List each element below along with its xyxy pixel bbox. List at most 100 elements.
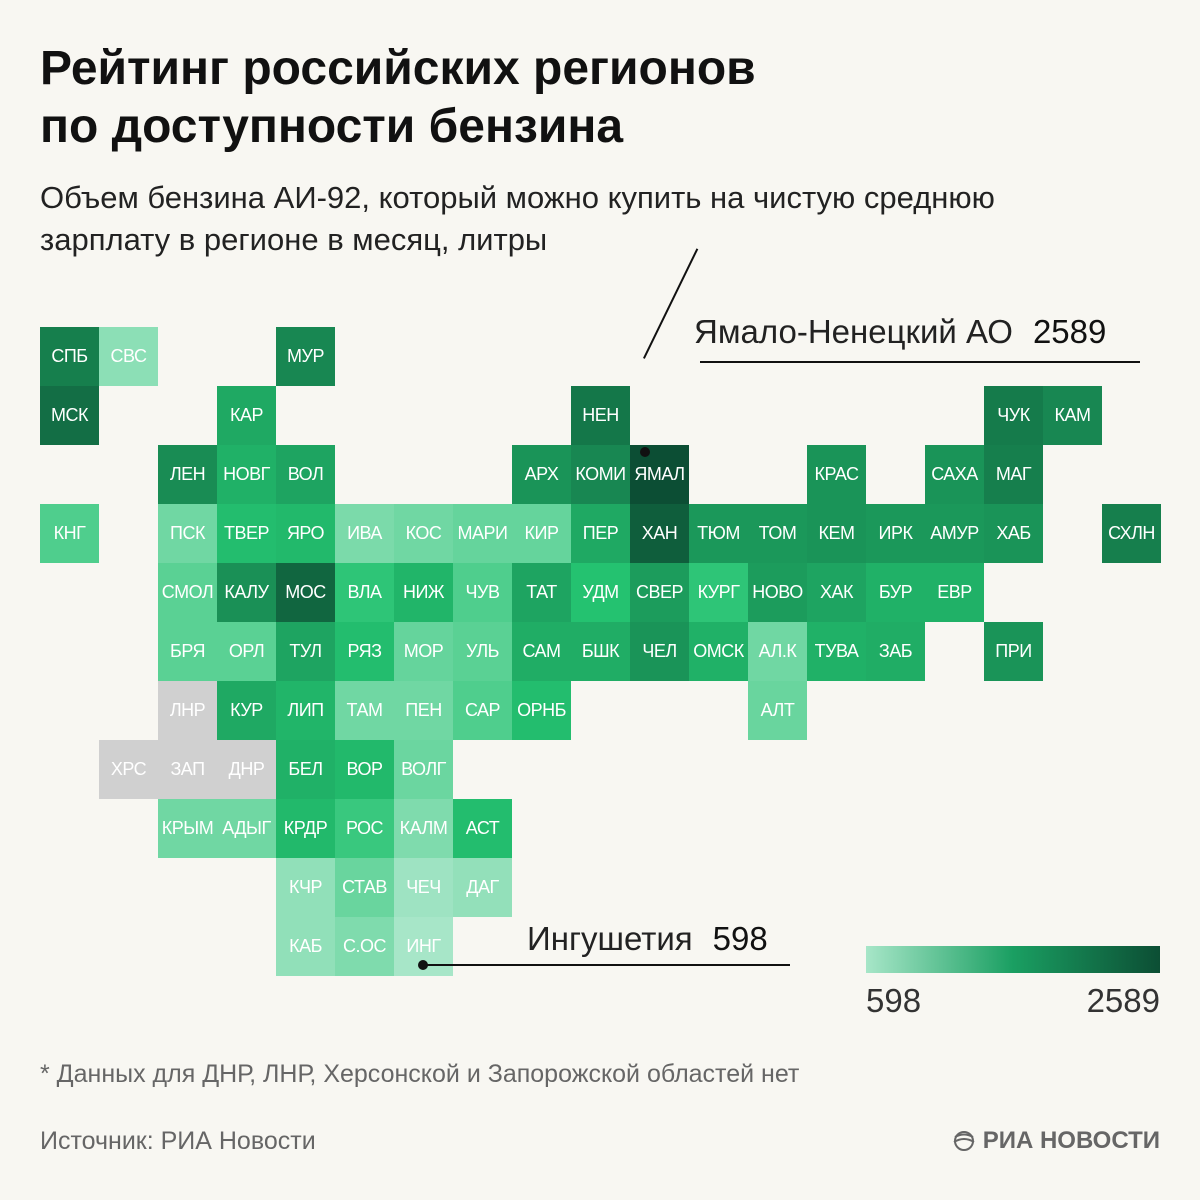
title-line-1: Рейтинг российских регионов <box>40 42 756 95</box>
region-tile: ЧУВ <box>453 563 512 622</box>
region-tile: САМ <box>512 622 571 681</box>
annotation-ingushetia-label: Ингушетия <box>527 920 693 957</box>
region-tile: КОС <box>394 504 453 563</box>
region-tile: КАБ <box>276 917 335 976</box>
annotation-yamal-underline <box>700 361 1140 363</box>
region-tile: НИЖ <box>394 563 453 622</box>
region-tile: МОС <box>276 563 335 622</box>
region-tile: МАГ <box>984 445 1043 504</box>
annotation-yamal: Ямало-Ненецкий АО 2589 <box>694 313 1106 351</box>
ria-logo-text: РИА НОВОСТИ <box>982 1127 1160 1154</box>
region-tile: АРХ <box>512 445 571 504</box>
region-tile: ИВА <box>335 504 394 563</box>
region-tile: УЛЬ <box>453 622 512 681</box>
region-tile: МАРИ <box>453 504 512 563</box>
ria-logo: РИА НОВОСТИ <box>951 1127 1160 1155</box>
annotation-ingushetia-value: 598 <box>712 920 768 957</box>
region-tile: СВЕР <box>630 563 689 622</box>
region-tile: СВС <box>99 327 158 386</box>
region-tile: КАМ <box>1043 386 1102 445</box>
region-tile: ХАК <box>807 563 866 622</box>
region-tile: ОМСК <box>689 622 748 681</box>
region-tile: ТУВА <box>807 622 866 681</box>
region-tile: КРДР <box>276 799 335 858</box>
region-tile: ДНР <box>217 740 276 799</box>
color-scale-legend <box>866 946 1160 973</box>
legend-min-label: 598 <box>866 982 922 1019</box>
region-tile: ЯМАЛ <box>630 445 689 504</box>
page-title: Рейтинг российских регионов по доступнос… <box>40 40 1040 156</box>
region-tile: ХАБ <box>984 504 1043 563</box>
annotation-yamal-dot <box>640 447 650 457</box>
region-tile: ЯРО <box>276 504 335 563</box>
footnote: * Данных для ДНР, ЛНР, Херсонской и Запо… <box>40 1060 800 1088</box>
region-tile: ЛНР <box>158 681 217 740</box>
region-tile: ПЕН <box>394 681 453 740</box>
region-tile: МУР <box>276 327 335 386</box>
region-tile: С.ОС <box>335 917 394 976</box>
region-tile: АЛТ <box>748 681 807 740</box>
region-tile: ТЮМ <box>689 504 748 563</box>
region-tile: КАЛУ <box>217 563 276 622</box>
title-line-2: по доступности бензина <box>40 100 624 153</box>
region-tile: СМОЛ <box>158 563 217 622</box>
annotation-yamal-label: Ямало-Ненецкий АО <box>694 313 1013 350</box>
region-tile: МОР <box>394 622 453 681</box>
region-tile: КАЛМ <box>394 799 453 858</box>
region-tile: РОС <box>335 799 394 858</box>
region-tile: СПБ <box>40 327 99 386</box>
region-tile: КЕМ <box>807 504 866 563</box>
region-tile: ИРК <box>866 504 925 563</box>
region-tile: ВЛА <box>335 563 394 622</box>
region-tile: КУРГ <box>689 563 748 622</box>
region-tile: АДЫГ <box>217 799 276 858</box>
region-tile: ЕВР <box>925 563 984 622</box>
region-tile: АСТ <box>453 799 512 858</box>
region-tile: ТОМ <box>748 504 807 563</box>
region-tile: ОРЛ <box>217 622 276 681</box>
region-tile: ЛЕН <box>158 445 217 504</box>
annotation-ingushetia: Ингушетия 598 <box>527 920 768 958</box>
region-tile: ВОР <box>335 740 394 799</box>
region-tile: ВОЛ <box>276 445 335 504</box>
source-note: Источник: РИА Новости <box>40 1127 316 1155</box>
region-tile: ОРНБ <box>512 681 571 740</box>
region-tile: ЛИП <box>276 681 335 740</box>
region-tile: КНГ <box>40 504 99 563</box>
region-tile: НОВО <box>748 563 807 622</box>
region-tile: САХА <box>925 445 984 504</box>
region-tile: ЗАБ <box>866 622 925 681</box>
region-tile: ПРИ <box>984 622 1043 681</box>
region-tile: БЕЛ <box>276 740 335 799</box>
region-tile: СТАВ <box>335 858 394 917</box>
region-tile: МСК <box>40 386 99 445</box>
ria-logo-icon <box>953 1131 975 1151</box>
region-tile: КРЫМ <box>158 799 217 858</box>
region-tile: НЕН <box>571 386 630 445</box>
region-tile: БРЯ <box>158 622 217 681</box>
region-tile: ЗАП <box>158 740 217 799</box>
region-tile: ЧЕЛ <box>630 622 689 681</box>
region-tile: БУР <box>866 563 925 622</box>
region-tile: ВОЛГ <box>394 740 453 799</box>
subtitle-line-2: зарплату в регионе в месяц, литры <box>40 222 548 257</box>
region-tile: КУР <box>217 681 276 740</box>
region-tile: ТУЛ <box>276 622 335 681</box>
region-tile: СХЛН <box>1102 504 1161 563</box>
region-tile: ХАН <box>630 504 689 563</box>
region-tile: АЛ.К <box>748 622 807 681</box>
region-tile: ТАТ <box>512 563 571 622</box>
region-tile: НОВГ <box>217 445 276 504</box>
region-tile: ПЕР <box>571 504 630 563</box>
region-tile: ХРС <box>99 740 158 799</box>
region-tile: РЯЗ <box>335 622 394 681</box>
region-tile: ТАМ <box>335 681 394 740</box>
legend-max-label: 2589 <box>1086 982 1160 1019</box>
region-tile: ЧУК <box>984 386 1043 445</box>
region-tile: КЧР <box>276 858 335 917</box>
chart-subtitle: Объем бензина АИ-92, который можно купит… <box>40 177 1160 261</box>
region-tile: ЧЕЧ <box>394 858 453 917</box>
region-tile: КРАС <box>807 445 866 504</box>
region-tile: КАР <box>217 386 276 445</box>
annotation-ingushetia-underline <box>423 964 790 966</box>
